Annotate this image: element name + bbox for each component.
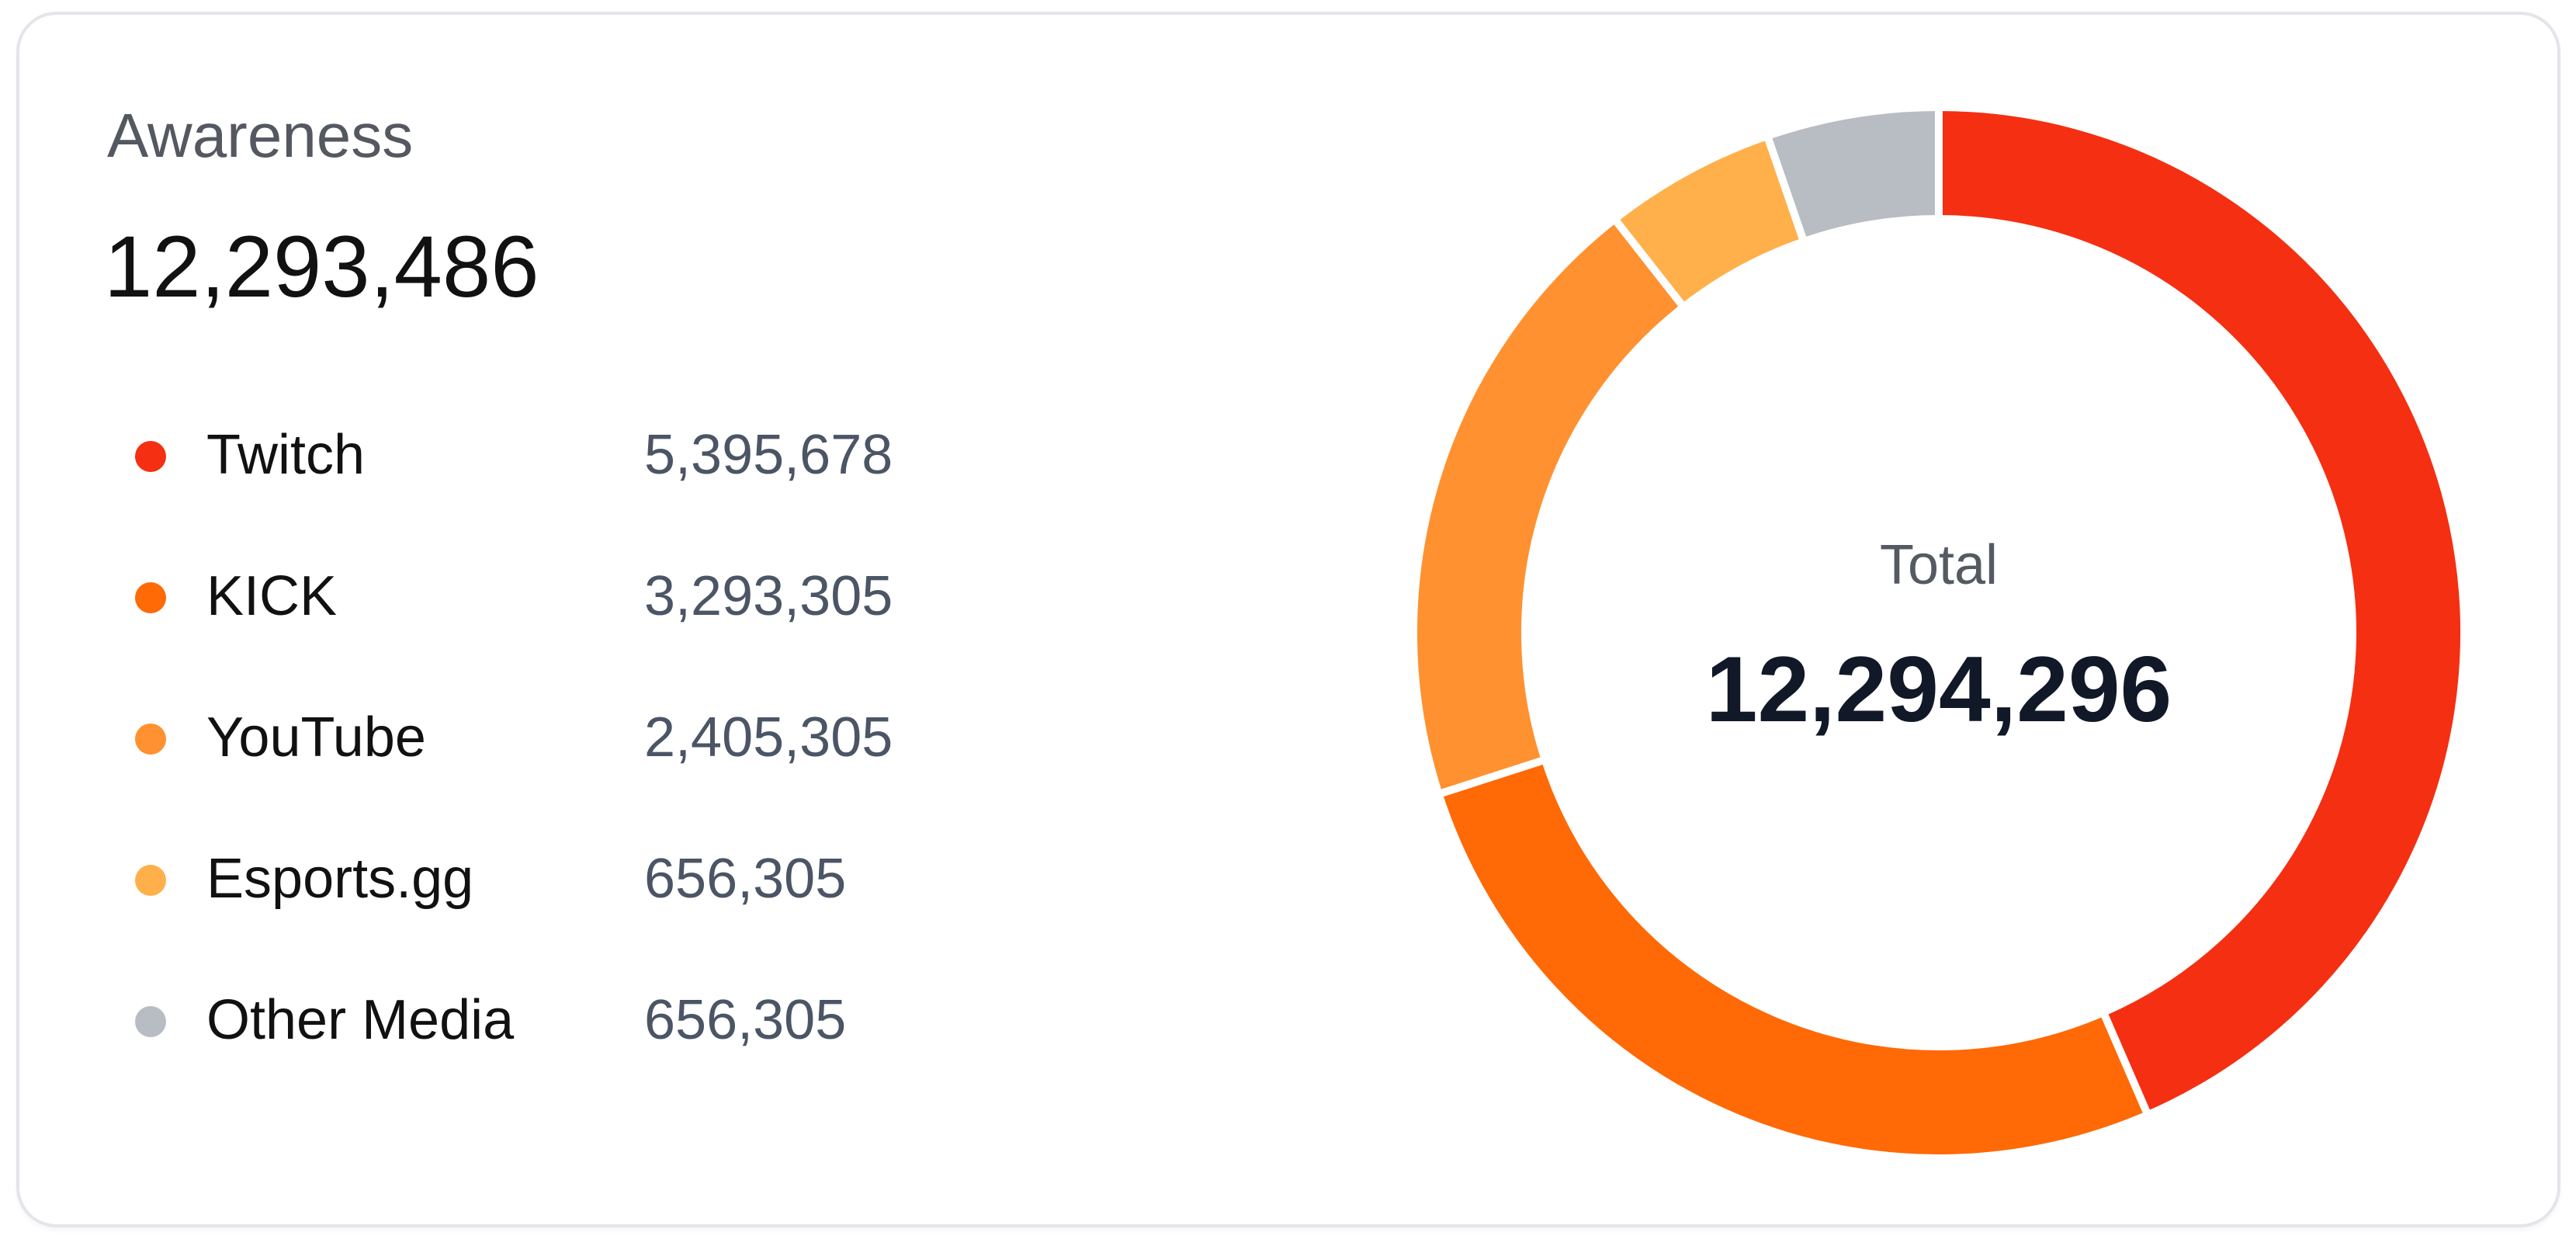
headline-value: 12,293,486	[104, 218, 539, 315]
legend-item: Twitch 5,395,678	[132, 419, 986, 561]
legend-item: Other Media 656,305	[132, 984, 986, 1126]
center-value: 12,294,296	[1705, 637, 2172, 741]
legend-value: 656,305	[644, 848, 847, 910]
legend-value: 656,305	[644, 989, 847, 1051]
legend-label: KICK	[206, 565, 338, 627]
center-label: Total	[1879, 534, 1999, 596]
legend-dot	[135, 1006, 166, 1037]
donut-slice-other-media	[1762, 102, 1943, 247]
legend-item: Esports.gg 656,305	[132, 843, 986, 984]
legend-dot	[135, 441, 166, 472]
legend-label: Twitch	[206, 424, 366, 486]
legend-label: Esports.gg	[206, 848, 474, 910]
legend-value: 5,395,678	[644, 424, 893, 486]
legend: Twitch 5,395,678 KICK 3,293,305 YouTube …	[132, 419, 986, 1126]
donut-slice-kick	[1434, 755, 2153, 1163]
legend-value: 3,293,305	[644, 565, 893, 627]
legend-dot	[135, 724, 166, 755]
donut-slice-youtube	[1409, 213, 1690, 800]
legend-label: YouTube	[206, 706, 426, 769]
legend-dot	[135, 865, 166, 896]
legend-value: 2,405,305	[644, 706, 893, 769]
legend-item: KICK 3,293,305	[132, 561, 986, 702]
card-title: Awareness	[107, 101, 414, 170]
donut-slice-twitch	[1935, 102, 2468, 1120]
legend-item: YouTube 2,405,305	[132, 702, 986, 843]
legend-label: Other Media	[206, 989, 515, 1051]
legend-dot	[135, 582, 166, 613]
